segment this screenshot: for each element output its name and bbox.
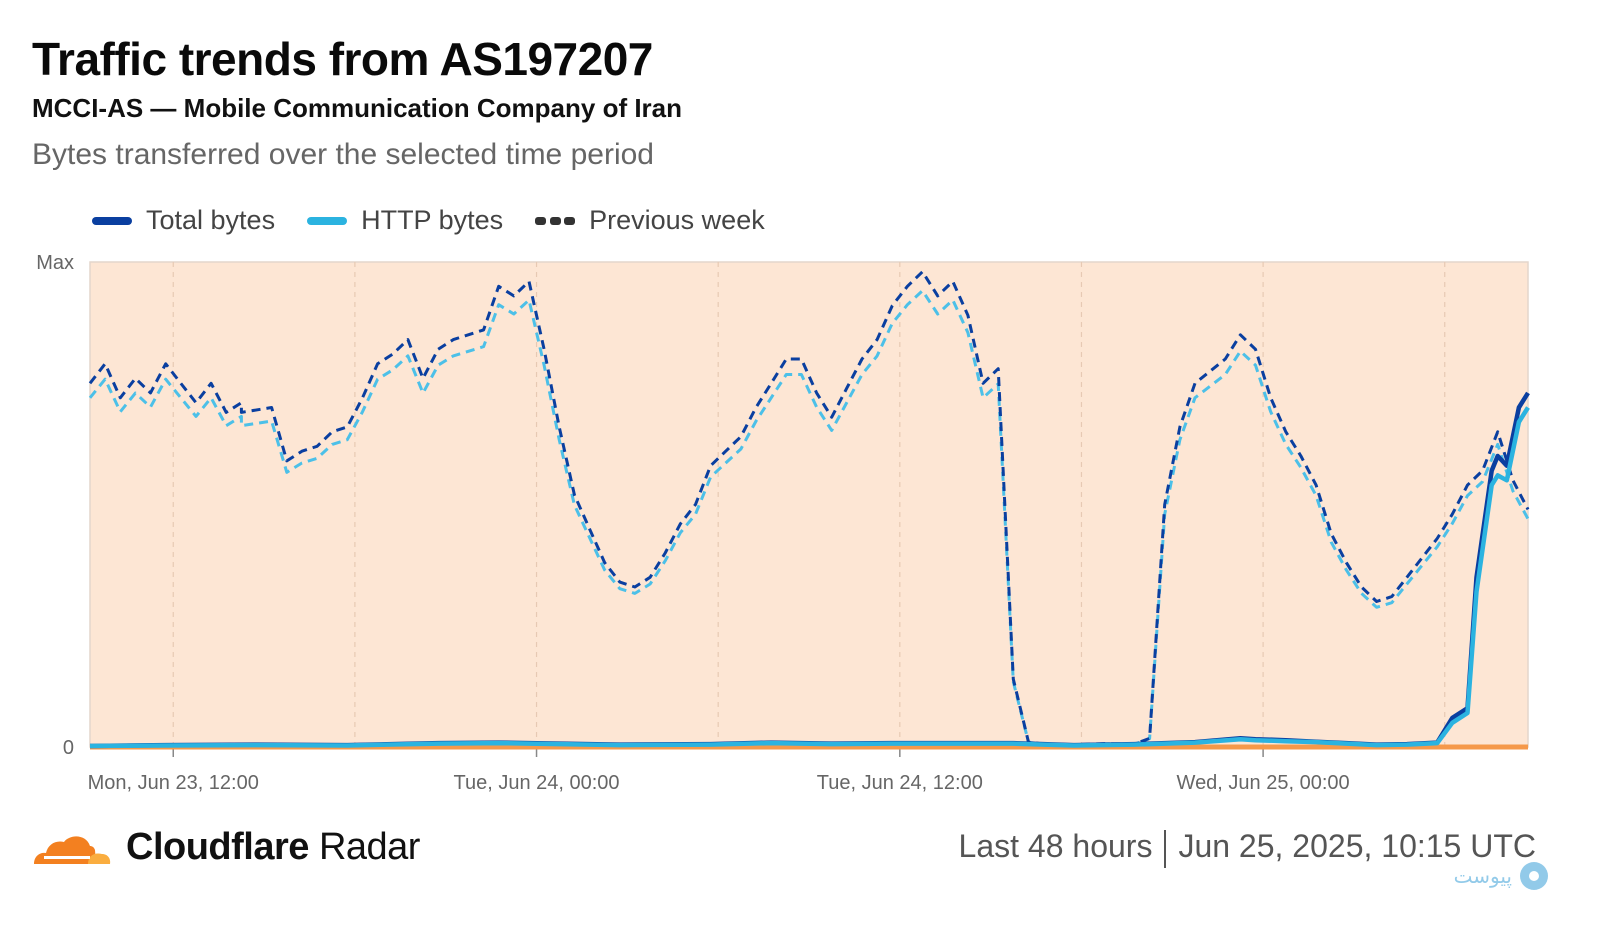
watermark: پیوست — [1454, 862, 1548, 890]
legend-swatch-prev — [535, 216, 576, 225]
series-previous-week-total — [88, 270, 1530, 747]
brand-name-rest: Radar — [308, 826, 421, 868]
watermark-text: پیوست — [1453, 864, 1512, 888]
legend-item-http[interactable]: HTTP bytes — [307, 205, 503, 236]
plot-background — [89, 261, 1529, 748]
cloudflare-brand: Cloudflare Radar — [30, 826, 420, 869]
timestamp-label: Jun 25, 2025, 10:15 UTC — [1178, 828, 1536, 864]
x-tick-label-2: Tue, Jun 24, 12:00 — [817, 772, 983, 794]
chart-title: Traffic trends from AS197207 — [32, 33, 653, 85]
y-tick-label-0: Max — [36, 252, 74, 274]
cloudflare-logo-icon — [34, 835, 111, 864]
series-http-bytes — [89, 406, 1530, 749]
x-tick-label-0: Mon, Jun 23, 12:00 — [88, 772, 259, 794]
legend-item-total[interactable]: Total bytes — [92, 205, 275, 236]
brand-name-bold: Cloudflare — [126, 826, 309, 868]
series-previous-week-http — [88, 289, 1530, 747]
brand-name: Cloudflare Radar — [126, 826, 420, 869]
footer-separator — [1164, 829, 1167, 868]
chart-description: Bytes transferred over the selected time… — [32, 138, 654, 171]
legend-swatch-http — [307, 216, 348, 225]
legend-swatch-total — [92, 216, 132, 225]
watermark-logo-icon — [1520, 862, 1548, 890]
chart-legend: Total bytes HTTP bytes Previous week — [92, 205, 797, 236]
footer-period-info: Last 48 hours Jun 25, 2025, 10:15 UTC — [959, 828, 1536, 868]
period-label: Last 48 hours — [958, 828, 1153, 864]
legend-item-prev[interactable]: Previous week — [535, 205, 765, 236]
legend-label-total: Total bytes — [146, 205, 276, 235]
x-tick-label-1: Tue, Jun 24, 00:00 — [454, 772, 620, 794]
y-tick-label-1: 0 — [63, 737, 74, 759]
legend-label-prev: Previous week — [589, 205, 765, 235]
chart-subtitle: MCCI-AS — Mobile Communication Company o… — [32, 93, 683, 123]
x-tick-label-3: Wed, Jun 25, 00:00 — [1177, 772, 1350, 794]
legend-label-http: HTTP bytes — [361, 205, 504, 235]
